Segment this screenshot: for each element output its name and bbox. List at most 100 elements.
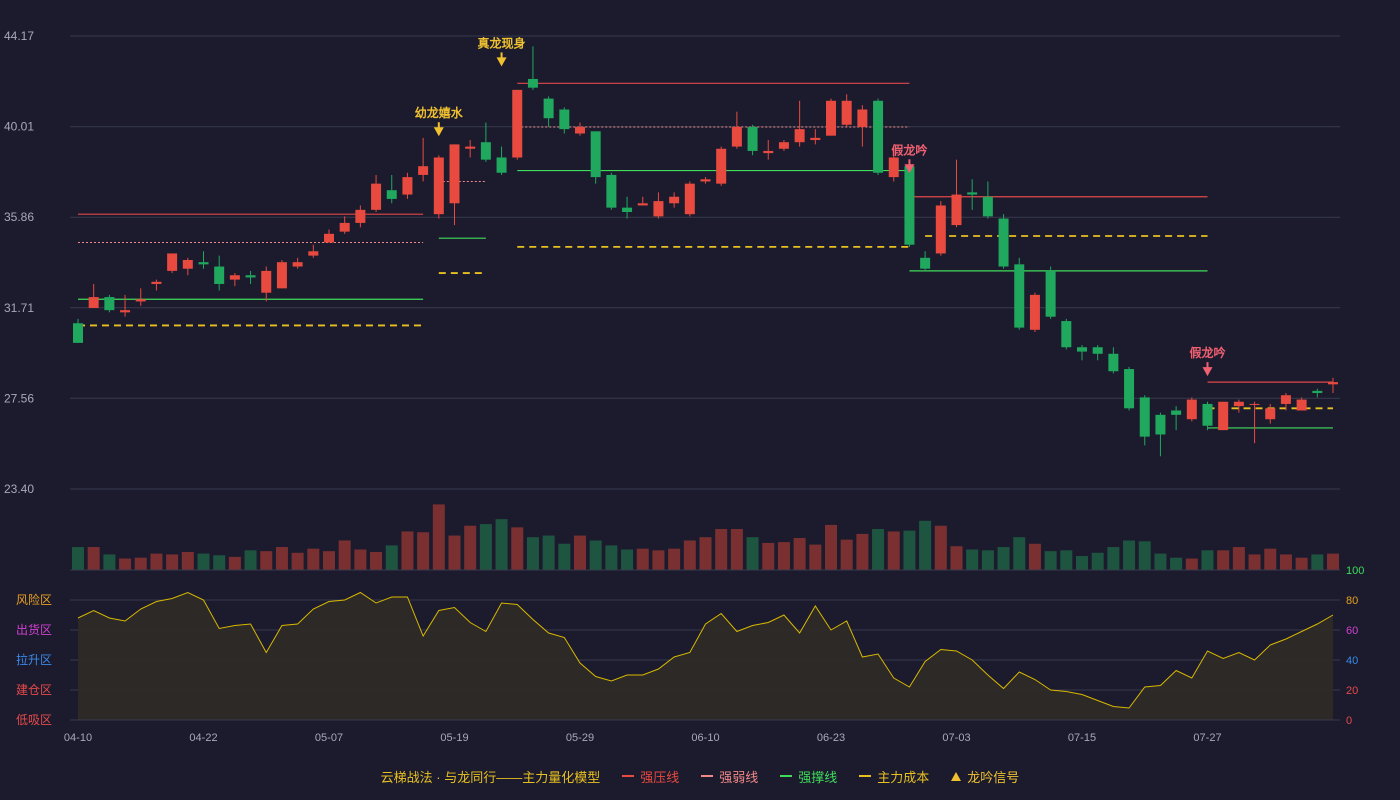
- volume-bar: [511, 527, 524, 570]
- candle: [543, 96, 554, 127]
- volume-bar: [1091, 552, 1104, 570]
- candle-body: [1171, 410, 1182, 415]
- candle-body: [590, 131, 601, 178]
- candle: [433, 155, 444, 219]
- candle-body: [684, 183, 695, 215]
- candle: [167, 253, 178, 274]
- candle: [1312, 388, 1323, 398]
- volume-bar: [668, 548, 681, 570]
- candle-body: [433, 157, 444, 215]
- candle: [512, 89, 523, 160]
- volume-bar: [762, 542, 775, 570]
- candle: [135, 288, 146, 306]
- candle-body: [1296, 399, 1307, 411]
- candle: [1061, 318, 1072, 350]
- candle: [496, 146, 507, 175]
- signal-arrow-stem: [500, 52, 503, 59]
- legend-item-weak-line[interactable]: 强弱线: [701, 767, 758, 786]
- oscillator-area: [78, 592, 1333, 720]
- oscillator-zone-label: 出货区: [16, 622, 52, 637]
- oscillator-zone-label: 低吸区: [16, 713, 52, 727]
- candle-body: [135, 299, 146, 302]
- legend-swatch: [622, 775, 635, 777]
- volume-bar: [448, 535, 461, 570]
- candle-body: [731, 126, 742, 147]
- candle: [669, 192, 680, 208]
- candle-body: [1280, 395, 1291, 404]
- candle: [716, 146, 727, 186]
- candle-body: [1312, 390, 1323, 394]
- candle-body: [1328, 382, 1338, 385]
- volume-bar: [903, 530, 916, 570]
- volume-bar: [872, 529, 885, 570]
- volume-bar: [621, 549, 634, 570]
- signal-arrow-icon: [904, 164, 915, 174]
- candle: [214, 255, 225, 291]
- volume-bar: [589, 540, 602, 570]
- candle: [967, 179, 978, 210]
- volume-bar: [1044, 551, 1057, 570]
- candle: [1186, 397, 1197, 422]
- candle: [355, 205, 366, 228]
- oscillator-tick-label: 60: [1346, 625, 1358, 637]
- volume-bar: [542, 535, 555, 570]
- candle: [182, 257, 193, 276]
- oscillator-tick-label: 100: [1346, 565, 1364, 577]
- candle-body: [1124, 369, 1135, 409]
- candle: [1280, 393, 1291, 411]
- oscillator-zone-label: 建仓区: [16, 683, 52, 697]
- candle-body: [1077, 347, 1087, 352]
- volume-bar: [370, 551, 383, 570]
- candle-body: [480, 142, 491, 160]
- candle: [888, 148, 899, 182]
- candle: [371, 174, 382, 213]
- candle-body: [888, 157, 899, 178]
- candle: [308, 244, 319, 258]
- volume-bar: [260, 551, 273, 570]
- signal-arrow-icon: [496, 57, 507, 67]
- candle-body: [967, 192, 978, 195]
- legend-item-strong-support[interactable]: 强撑线: [780, 767, 837, 786]
- volume-bar: [1279, 554, 1292, 570]
- candle-body: [496, 157, 507, 173]
- volume-bar: [495, 519, 508, 570]
- volume-bar: [934, 525, 947, 570]
- candle-body: [214, 266, 225, 284]
- legend-item-signal[interactable]: 龙吟信号: [951, 767, 1019, 786]
- volume-bar: [1327, 553, 1339, 570]
- date-tick-label: 07-27: [1193, 732, 1221, 744]
- legend-item-main-cost[interactable]: 主力成本: [859, 767, 929, 786]
- volume-bar: [887, 531, 900, 570]
- volume-bar: [730, 529, 743, 570]
- volume-bar: [213, 555, 226, 570]
- candle-body: [873, 100, 884, 173]
- candle: [73, 318, 83, 343]
- volume-bar: [166, 554, 179, 570]
- candle: [778, 140, 789, 151]
- candle-body: [669, 196, 680, 204]
- volume-bar: [919, 520, 932, 570]
- candle-body: [167, 253, 178, 271]
- volume-bar: [291, 552, 304, 570]
- oscillator-tick-label: 40: [1346, 655, 1358, 667]
- candle: [998, 214, 1009, 269]
- volume-bar: [793, 538, 806, 570]
- candle-body: [1108, 353, 1119, 372]
- candle: [841, 94, 852, 127]
- candle-body: [465, 146, 476, 149]
- candle-body: [120, 310, 131, 313]
- candle-body: [73, 323, 83, 343]
- volume-bar: [1154, 553, 1167, 570]
- candle: [1296, 397, 1307, 411]
- signal-label: 真龙现身: [478, 35, 526, 50]
- legend-item-strong-resistance[interactable]: 强压线: [622, 767, 679, 786]
- candle-body: [276, 262, 287, 289]
- candle: [1265, 403, 1276, 424]
- candle: [606, 172, 617, 210]
- volume-bar: [307, 548, 320, 570]
- legend-swatch: [780, 775, 793, 777]
- candle-body: [1265, 408, 1276, 420]
- legend-title: 云梯战法 · 与龙同行——主力量化模型: [380, 769, 601, 785]
- oscillator-zone-label: 拉升区: [16, 652, 52, 667]
